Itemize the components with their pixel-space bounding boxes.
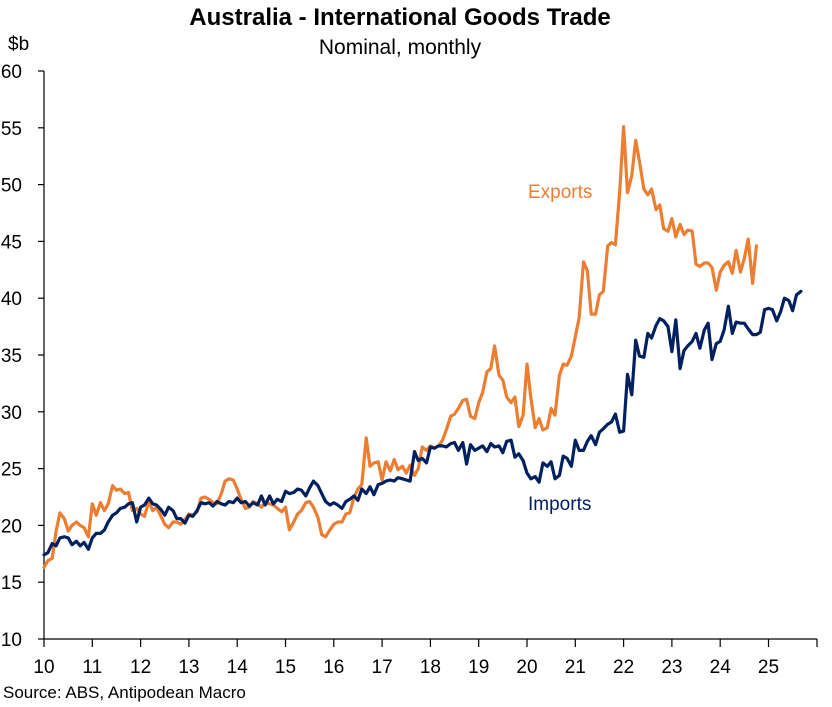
x-tick-label: 23 [661,657,682,678]
y-tick-label: 20 [1,516,22,537]
x-tick-label: 15 [275,657,296,678]
y-tick-label: 10 [1,630,22,651]
chart-subtitle: Nominal, monthly [318,36,482,59]
chart-title: Australia - International Goods Trade [189,4,611,31]
x-tick-label: 18 [420,657,441,678]
x-tick-label: 25 [758,657,779,678]
x-tick-label: 22 [613,657,634,678]
chart-axes: 10 15 20 25 30 35 40 45 50 55 60 10 11 12 13 14 15 16 17 18… [1,62,818,678]
y-tick-label: 45 [1,232,22,253]
x-tick-label: 20 [516,657,537,678]
y-tick-label: 50 [1,176,22,197]
x-tick-label: 19 [468,657,489,678]
x-tick-label: 10 [33,657,54,678]
chart-series [42,125,803,570]
series-line-imports [42,289,803,557]
y-tick-label: 15 [1,573,22,594]
source-note: Source: ABS, Antipodean Macro [3,683,246,702]
series-label-exports: Exports [528,182,592,203]
x-tick-label: 14 [227,657,249,678]
x-tick-label: 11 [82,657,102,678]
series-line-exports [42,125,759,570]
x-tick-label: 12 [130,657,151,678]
y-tick-label: 35 [1,346,22,367]
y-tick-label: 25 [1,460,22,481]
y-tick-label: 60 [1,62,22,83]
chart-series-labels: Exports Imports [528,182,592,515]
x-tick-label: 24 [710,657,732,678]
x-tick-label: 13 [178,657,199,678]
series-label-imports: Imports [528,494,591,515]
y-tick-label: 55 [1,119,22,140]
y-tick-label: 30 [1,403,22,424]
x-tick-label: 16 [323,657,344,678]
y-axis-unit-label: $b [8,34,30,55]
x-tick-label: 21 [565,657,586,678]
x-tick-label: 17 [372,657,393,678]
y-tick-label: 40 [1,289,22,310]
